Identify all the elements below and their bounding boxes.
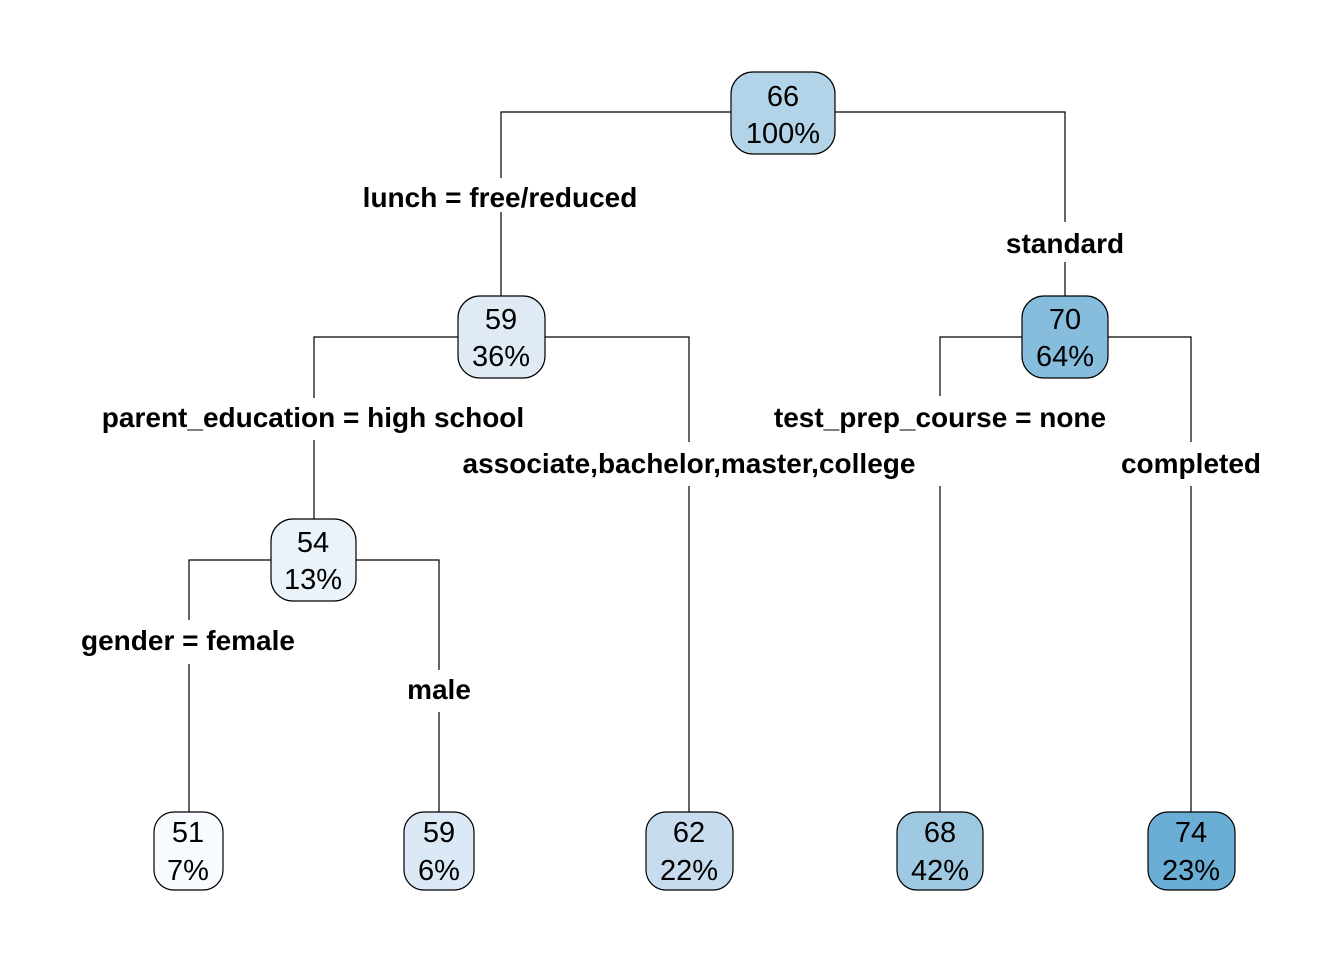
split-label-test-prep-left: test_prep_course = none [774,402,1106,433]
tree-leaf-female: 51 7% [153,811,224,891]
tree-leaf-other-education: 62 22% [645,811,734,891]
edge-free-right [545,336,690,442]
node-percent: 64% [1036,341,1094,373]
node-value: 54 [297,527,329,559]
tree-node-high-school: 54 13% [270,518,357,602]
split-labels: lunch = free/reduced standard parent_edu… [81,182,1261,705]
node-box [645,811,734,891]
node-percent: 36% [472,341,530,373]
node-percent: 7% [167,855,209,887]
node-percent: 100% [746,118,820,150]
tree-leaf-prep-none: 68 42% [896,811,984,891]
node-value: 74 [1175,817,1207,849]
node-percent: 42% [911,855,969,887]
node-value: 62 [673,817,705,849]
tree-node-root: 66 100% [730,71,836,155]
node-value: 59 [423,817,455,849]
node-box [896,811,984,891]
split-label-test-prep-right: completed [1121,448,1261,479]
split-label-gender-left: gender = female [81,625,295,656]
edge-root-left [500,111,731,178]
node-value: 68 [924,817,956,849]
node-value: 59 [485,304,517,336]
split-label-parent-education-right: associate,bachelor,master,college [463,448,916,479]
node-value: 70 [1049,304,1081,336]
split-label-lunch-right: standard [1006,228,1124,259]
node-box [1147,811,1236,891]
node-value: 66 [767,81,799,113]
edge-hs-right [356,559,440,670]
node-box [153,811,224,891]
node-box [730,71,836,155]
node-box [457,295,546,379]
tree-edges [188,111,1192,812]
tree-leaf-prep-completed: 74 23% [1147,811,1236,891]
split-label-gender-right: male [407,674,471,705]
node-value: 51 [172,817,204,849]
node-percent: 22% [660,855,718,887]
edge-hs-left [188,559,271,620]
split-label-lunch-left: lunch = free/reduced [363,182,638,213]
edge-standard-left [939,336,1022,396]
edge-free-left [313,336,458,398]
node-box [403,811,475,891]
node-percent: 6% [418,855,460,887]
node-box [270,518,357,602]
edge-root-right [835,111,1066,222]
tree-leaf-male: 59 6% [403,811,475,891]
node-percent: 13% [284,564,342,596]
edge-standard-right [1108,336,1192,442]
tree-node-free-reduced: 59 36% [457,295,546,379]
node-percent: 23% [1162,855,1220,887]
node-box [1021,295,1109,379]
split-label-parent-education-left: parent_education = high school [102,402,524,433]
tree-node-standard: 70 64% [1021,295,1109,379]
